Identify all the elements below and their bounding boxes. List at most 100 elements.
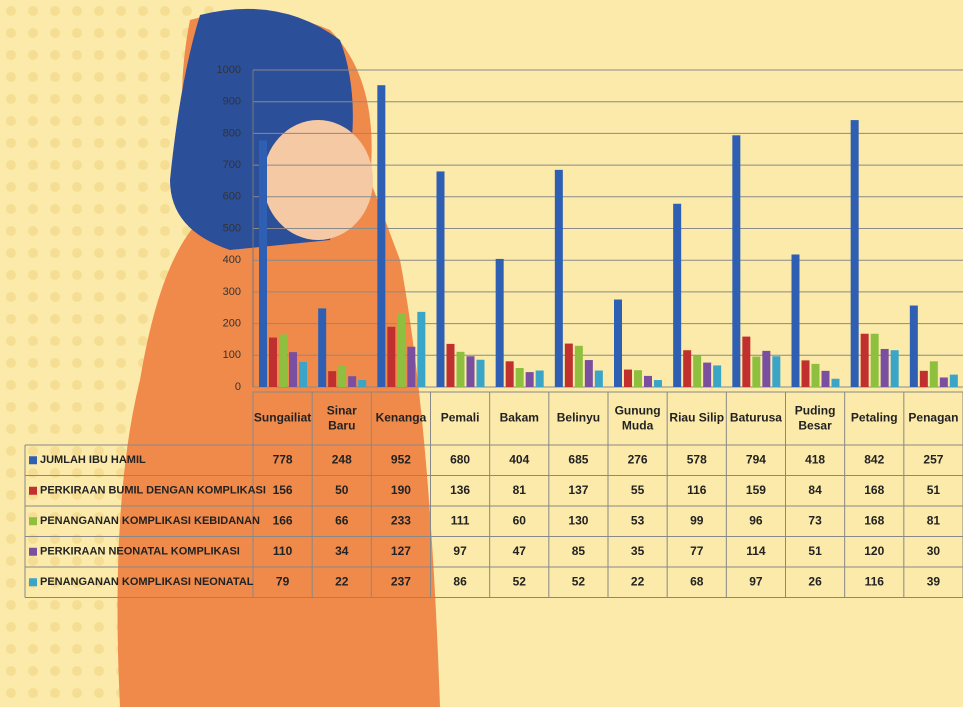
x-tick-label: Baturusa	[730, 411, 782, 425]
table-cell: 168	[864, 483, 884, 497]
table-cell: 237	[391, 574, 411, 588]
x-tick-label: Riau Silip	[669, 411, 724, 425]
bar	[269, 338, 277, 387]
bar	[575, 346, 583, 387]
table-cell: 22	[631, 574, 645, 588]
table-cell: 156	[273, 483, 293, 497]
y-tick-label: 200	[223, 318, 241, 330]
face	[263, 120, 373, 240]
table-cell: 842	[864, 452, 884, 466]
bar	[802, 360, 810, 387]
bar	[565, 344, 573, 387]
table-cell: 51	[808, 544, 822, 558]
table-cell: 52	[572, 574, 586, 588]
bar	[437, 171, 445, 387]
bar	[407, 347, 415, 387]
table-cell: 99	[690, 513, 704, 527]
bar	[338, 366, 346, 387]
y-tick-label: 800	[223, 127, 241, 139]
bar	[930, 361, 938, 387]
bar	[891, 350, 899, 387]
x-tick-label: Pemali	[441, 411, 480, 425]
bar	[762, 351, 770, 387]
bar	[397, 313, 405, 387]
bar	[417, 312, 425, 387]
bar	[752, 357, 760, 387]
table-cell: 190	[391, 483, 411, 497]
bar	[387, 327, 395, 387]
table-cell: 60	[513, 513, 527, 527]
table-cell: 114	[746, 544, 766, 558]
bar	[477, 360, 485, 387]
table-cell: 111	[451, 513, 470, 527]
y-tick-label: 700	[223, 159, 241, 171]
y-tick-label: 600	[223, 191, 241, 203]
table-cell: 52	[513, 574, 527, 588]
x-tick-label: Kenanga	[376, 411, 427, 425]
legend-swatch	[29, 487, 37, 495]
x-tick-label: Bakam	[500, 411, 539, 425]
table-cell: 81	[927, 513, 941, 527]
table-cell: 130	[568, 513, 588, 527]
y-tick-label: 400	[223, 254, 241, 266]
bar	[742, 337, 750, 387]
bar	[871, 334, 879, 387]
table-cell: 159	[746, 483, 766, 497]
bar	[536, 371, 544, 387]
table-cell: 137	[568, 483, 588, 497]
bar	[881, 349, 889, 387]
bar	[772, 356, 780, 387]
table-cell: 233	[391, 513, 411, 527]
table-cell: 276	[628, 452, 648, 466]
bar	[822, 371, 830, 387]
y-tick-label: 100	[223, 349, 241, 361]
table-cell: 248	[332, 452, 352, 466]
bar	[585, 360, 593, 387]
table-cell: 96	[749, 513, 763, 527]
table-cell: 34	[335, 544, 349, 558]
table-cell: 79	[276, 574, 290, 588]
bar	[654, 380, 662, 387]
table-cell: 794	[746, 452, 766, 466]
table-cell: 120	[864, 544, 884, 558]
bar	[703, 363, 711, 387]
table-cell: 47	[513, 544, 527, 558]
x-tick-label: PudingBesar	[795, 404, 836, 433]
table-cell: 35	[631, 544, 645, 558]
table-cell: 85	[572, 544, 586, 558]
legend-swatch	[29, 456, 37, 464]
table-cell: 22	[335, 574, 349, 588]
chart: 01002003004005006007008009001000Sungaili…	[0, 0, 963, 707]
legend-label: PERKIRAAN BUMIL DENGAN KOMPLIKASI	[40, 485, 266, 497]
table-cell: 77	[690, 544, 704, 558]
x-tick-label: Sungailiat	[254, 411, 311, 425]
y-tick-label: 900	[223, 96, 241, 108]
y-tick-label: 300	[223, 286, 241, 298]
table-cell: 166	[273, 513, 293, 527]
table-cell: 84	[808, 483, 822, 497]
bar	[496, 259, 504, 387]
y-tick-label: 0	[235, 381, 241, 393]
table-cell: 97	[453, 544, 467, 558]
bar	[457, 352, 465, 387]
legend-swatch	[29, 548, 37, 556]
bar	[683, 350, 691, 387]
bar	[467, 356, 475, 387]
bar	[447, 344, 455, 387]
bar	[358, 380, 366, 387]
table-cell: 578	[687, 452, 707, 466]
table-cell: 30	[927, 544, 941, 558]
table-cell: 39	[927, 574, 941, 588]
table-cell: 50	[335, 483, 349, 497]
table-cell: 110	[273, 544, 293, 558]
bar	[259, 140, 267, 387]
bar	[950, 375, 958, 387]
bar	[614, 300, 622, 387]
y-tick-label: 1000	[217, 64, 241, 76]
bar	[318, 308, 326, 387]
table-cell: 136	[450, 483, 470, 497]
bar	[526, 372, 534, 387]
bar	[644, 376, 652, 387]
legend-label: JUMLAH IBU HAMIL	[40, 454, 146, 466]
table-cell: 86	[453, 574, 467, 588]
